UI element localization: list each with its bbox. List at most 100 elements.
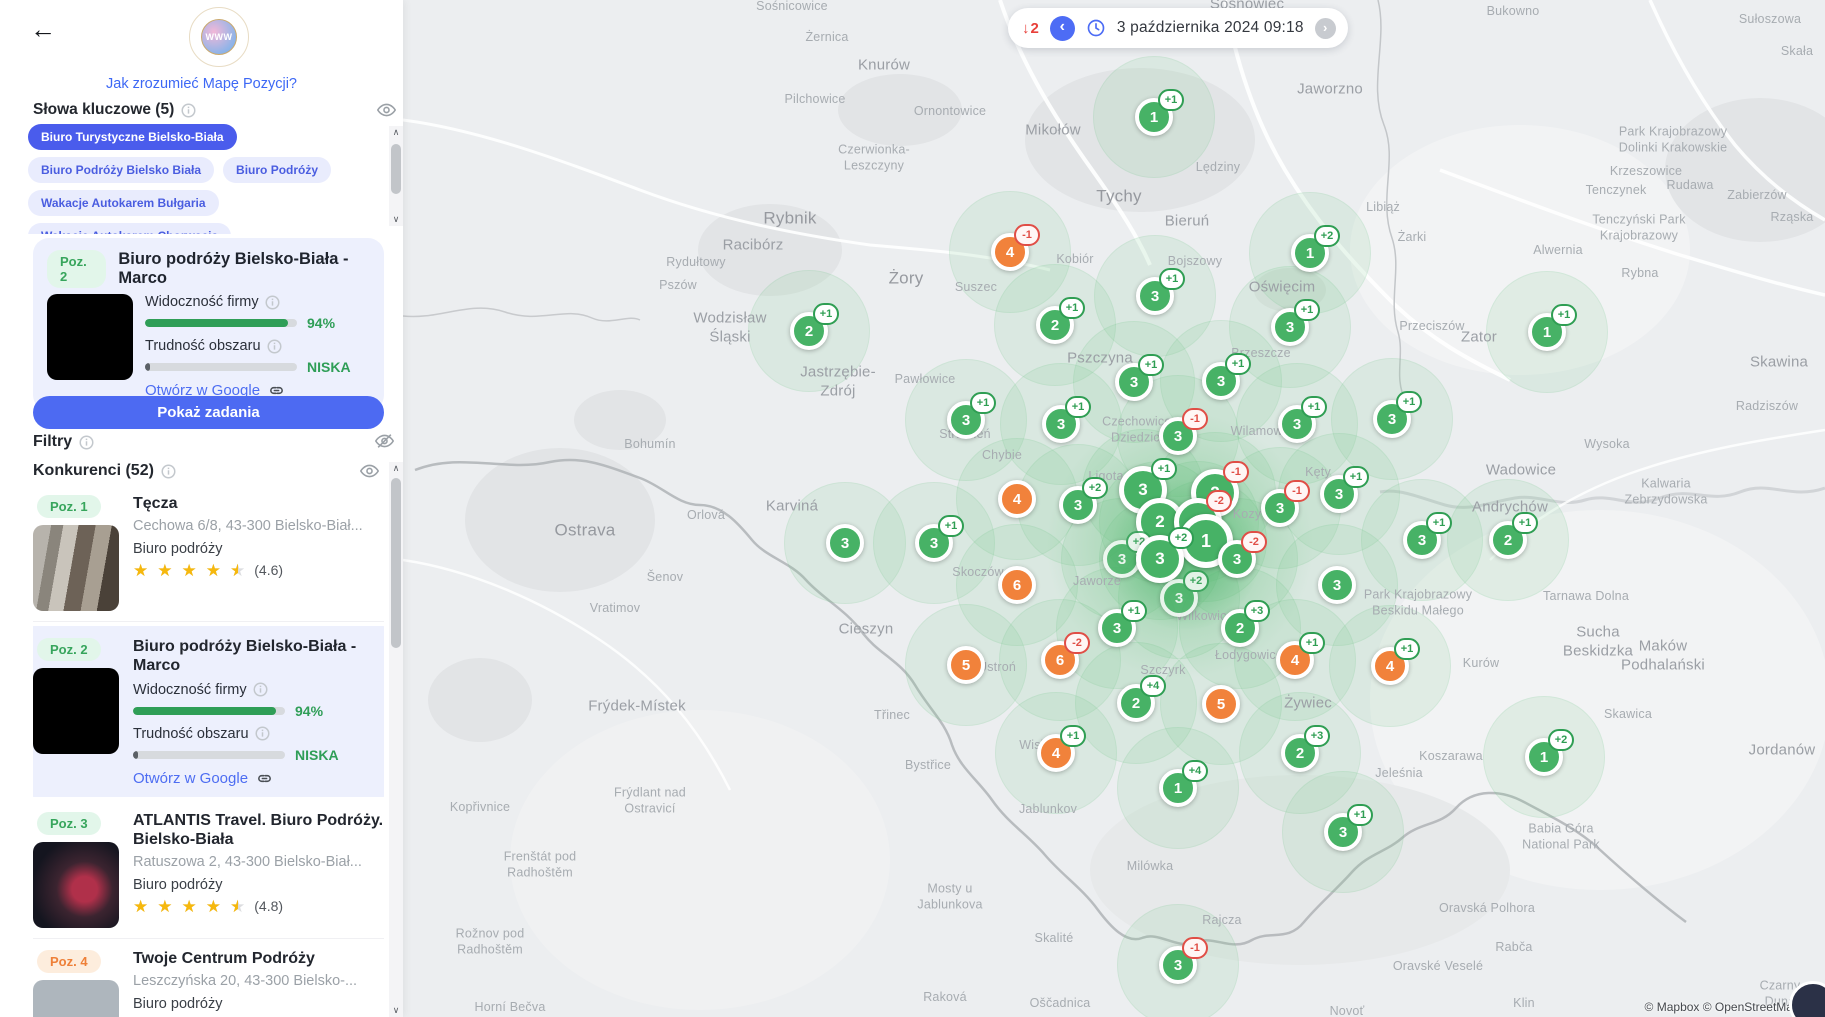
map-marker[interactable]: 1 +2 [1525, 729, 1574, 776]
map-marker[interactable]: 3 +1 [1115, 354, 1164, 401]
marker-value: 4 [1290, 651, 1300, 669]
prev-date-button[interactable]: ‹ [1049, 15, 1075, 41]
marker-value: 1 [1173, 779, 1183, 797]
map-marker[interactable]: 3 +1 [947, 392, 996, 439]
map-marker[interactable]: 2 +1 [1489, 512, 1538, 559]
link-icon [270, 386, 283, 395]
scroll-down-icon[interactable]: ∨ [392, 1005, 400, 1015]
map-marker[interactable]: 3 +1 [1320, 466, 1369, 513]
map-marker[interactable]: 3 +1 [1373, 391, 1422, 438]
map-label: Mikołów [1025, 121, 1081, 139]
info-icon[interactable] [181, 103, 196, 118]
map-marker[interactable]: 2 +1 [790, 303, 839, 350]
map-marker[interactable]: 2 +1 [1036, 297, 1085, 344]
map-marker[interactable]: 3 +2 [1059, 477, 1108, 524]
info-icon[interactable] [255, 726, 270, 741]
map-marker[interactable]: 5 [1202, 685, 1240, 723]
map-marker[interactable]: 2 +3 [1221, 600, 1270, 647]
open-in-google-link[interactable]: Otwórz w Google [145, 382, 370, 399]
filters-visibility-eye-off-icon[interactable] [375, 433, 394, 449]
competitors-visibility-eye-icon[interactable] [360, 463, 379, 479]
keyword-chip[interactable]: Biuro Turystyczne Bielsko-Biała [28, 124, 237, 150]
map-marker[interactable]: 2 +3 [1281, 725, 1330, 772]
visibility-progress-fill [145, 319, 288, 327]
map-marker[interactable]: 3 +1 [1202, 353, 1251, 400]
map-marker[interactable]: 4 +1 [1037, 725, 1086, 772]
scroll-up-icon[interactable]: ∧ [392, 127, 400, 137]
map-label: Szczyrk [1140, 663, 1186, 678]
star-icon: ★★ [157, 560, 173, 580]
open-in-google-link[interactable]: Otwórz w Google [133, 770, 384, 787]
map-label: Kobiór [1056, 252, 1094, 267]
map-label: Rybna [1621, 266, 1659, 281]
map-marker[interactable]: 3 +1 [915, 515, 964, 562]
competitor-item[interactable]: Poz. 4 Twoje Centrum Podróży Leszczyńska 2… [33, 939, 384, 1017]
logo-globe-icon: WWW [201, 19, 237, 55]
map-marker[interactable]: 3 +1 [1136, 268, 1185, 315]
map-marker[interactable]: 3-2 [1218, 531, 1267, 578]
marker-delta-badge: +2 [1168, 527, 1194, 549]
competitor-item[interactable]: Poz. 2 Biuro podróży Bielsko-Biała - Marc… [33, 626, 384, 797]
business-name: Biuro podróży Bielsko-Biała - Marco [118, 250, 349, 287]
competitors-scrollbar[interactable]: ∧ ∨ [389, 462, 403, 1017]
map-marker[interactable]: 2 +4 [1117, 675, 1166, 722]
info-icon[interactable] [265, 295, 280, 310]
info-icon[interactable] [79, 435, 94, 450]
map-marker[interactable]: 3 -1 [1261, 480, 1310, 527]
map-marker[interactable]: 3 +2 [1136, 527, 1194, 583]
map-label: Třinec [874, 708, 910, 723]
scrollbar-thumb[interactable] [391, 144, 401, 194]
next-date-button[interactable]: › [1314, 17, 1336, 39]
keywords-scrollbar[interactable]: ∧ ∨ [389, 126, 403, 226]
keyword-chip[interactable]: Biuro Podróży Bielsko Biała [28, 157, 215, 183]
keywords-visibility-eye-icon[interactable] [377, 102, 396, 118]
history-clock-icon[interactable] [1086, 18, 1106, 38]
back-button[interactable]: ← [30, 14, 56, 44]
map-marker[interactable]: 4 +1 [1276, 632, 1325, 679]
map-marker[interactable]: 4 +1 [1371, 638, 1420, 685]
competitor-item[interactable]: Poz. 3 ATLANTIS Travel. Biuro Podróży. Bi… [33, 801, 384, 939]
map-marker[interactable]: 3 +1 [1042, 396, 1091, 443]
map-marker[interactable]: 3 +1 [1403, 512, 1452, 559]
map-marker[interactable]: 3 [1318, 566, 1356, 604]
map-marker[interactable]: 3 +1 [1278, 396, 1327, 443]
map-label: Pawłowice [894, 372, 956, 387]
difficulty-value: NISKA [307, 359, 351, 375]
marker-value: 2 [1503, 531, 1513, 549]
map-marker[interactable]: 3 -1 [1159, 408, 1208, 455]
map-marker[interactable]: 3 -1 [1159, 937, 1208, 984]
competitor-item[interactable]: Poz. 1 Tęcza Cechowa 6/8, 43-300 Bielsko-B… [33, 484, 384, 622]
map-marker[interactable]: 4 -1 [991, 224, 1040, 271]
marker-value: 4 [1005, 243, 1015, 261]
map-marker[interactable]: 3 +2 [1160, 570, 1209, 617]
scroll-up-icon[interactable]: ∧ [392, 463, 400, 473]
scrollbar-thumb[interactable] [391, 478, 401, 648]
map-label: Chybie [981, 448, 1023, 463]
map-marker[interactable]: 4 [998, 480, 1036, 518]
map-marker[interactable]: 6 [998, 566, 1036, 604]
map-marker[interactable]: 3 +1 [1098, 600, 1147, 647]
map-marker[interactable]: 3 +1 [1271, 299, 1320, 346]
map-marker[interactable]: 1 +4 [1159, 760, 1208, 807]
map-marker[interactable]: 6 -2 [1041, 632, 1090, 679]
map-label: Klin [1513, 996, 1535, 1011]
map-marker[interactable]: 5 [947, 646, 985, 684]
keyword-chip[interactable]: Biuro Podróży [223, 157, 332, 183]
info-icon[interactable] [267, 339, 282, 354]
info-icon[interactable] [253, 682, 268, 697]
pinned-business-card[interactable]: Poz. 2 Biuro podróży Bielsko-Biała - Mar… [33, 238, 384, 411]
info-icon[interactable] [161, 464, 176, 479]
keyword-chip[interactable]: Wakacje Autokarem Chorwacja [28, 223, 232, 234]
show-tasks-button[interactable]: Pokaż zadania [33, 396, 384, 429]
map-marker[interactable]: 1 +2 [1291, 225, 1340, 272]
visibility-progress [145, 319, 297, 327]
help-link[interactable]: Jak zrozumieć Mapę Pozycji? [106, 76, 297, 92]
marker-value: 2 [1155, 512, 1165, 531]
map-marker[interactable]: 3 +1 [1324, 804, 1373, 851]
keyword-chip[interactable]: Wakacje Autokarem Bułgaria [28, 190, 219, 216]
scroll-down-icon[interactable]: ∨ [392, 214, 400, 224]
map-marker[interactable]: 1 +1 [1528, 304, 1577, 351]
map-marker[interactable]: 1 +1 [1135, 89, 1184, 136]
map-marker[interactable]: 3 [826, 524, 864, 562]
